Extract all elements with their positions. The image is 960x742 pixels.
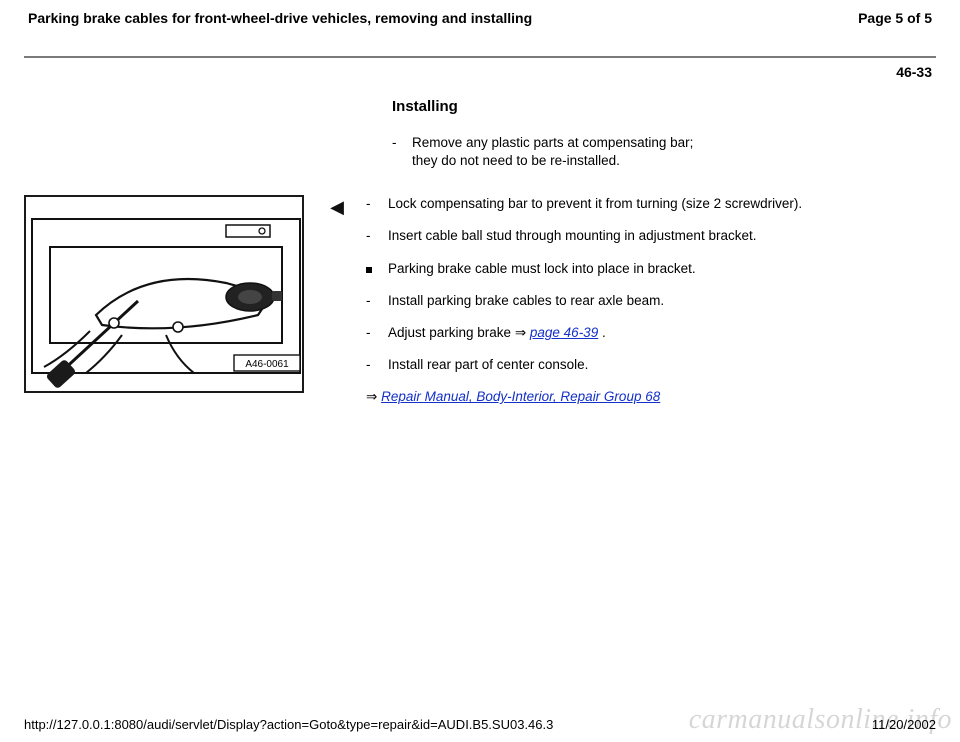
pointer-icon: ◀ xyxy=(326,195,344,218)
step-text: Lock compensating bar to prevent it from… xyxy=(388,195,802,213)
reference-arrow: ⇒ xyxy=(366,389,377,404)
repair-manual-link[interactable]: Repair Manual, Body-Interior, Repair Gro… xyxy=(381,389,660,404)
dash-bullet: - xyxy=(366,292,380,310)
square-bullet xyxy=(366,260,380,278)
dash-bullet: - xyxy=(366,227,380,245)
page-link[interactable]: page 46-39 xyxy=(530,325,598,340)
step-text: Insert cable ball stud through mounting … xyxy=(388,227,756,245)
doc-title: Parking brake cables for front-wheel-dri… xyxy=(28,10,532,26)
footer-date: 11/20/2002 xyxy=(872,717,936,732)
step-text: Adjust parking brake ⇒ page 46-39 . xyxy=(388,324,606,342)
step-text: Install parking brake cables to rear axl… xyxy=(388,292,664,310)
step-text: Install rear part of center console. xyxy=(388,356,588,374)
parking-brake-illustration: A46-0061 xyxy=(26,197,304,393)
dash-bullet: - xyxy=(366,195,380,213)
step-list: - Lock compensating bar to prevent it fr… xyxy=(366,195,936,407)
figure-code: A46-0061 xyxy=(245,359,289,370)
page-number: Page 5 of 5 xyxy=(858,10,932,26)
step-text: Parking brake cable must lock into place… xyxy=(388,260,696,278)
footer-url: http://127.0.0.1:8080/audi/servlet/Displ… xyxy=(24,717,553,732)
section-title: Installing xyxy=(392,98,458,115)
dash-bullet: - xyxy=(366,324,380,342)
intro-text: Remove any plastic parts at compensating… xyxy=(412,134,704,169)
dash-bullet: - xyxy=(366,356,380,374)
page-code: 46-33 xyxy=(24,64,936,80)
header-rule xyxy=(24,56,936,58)
figure: A46-0061 xyxy=(24,195,304,393)
dash-bullet: - xyxy=(392,134,404,169)
